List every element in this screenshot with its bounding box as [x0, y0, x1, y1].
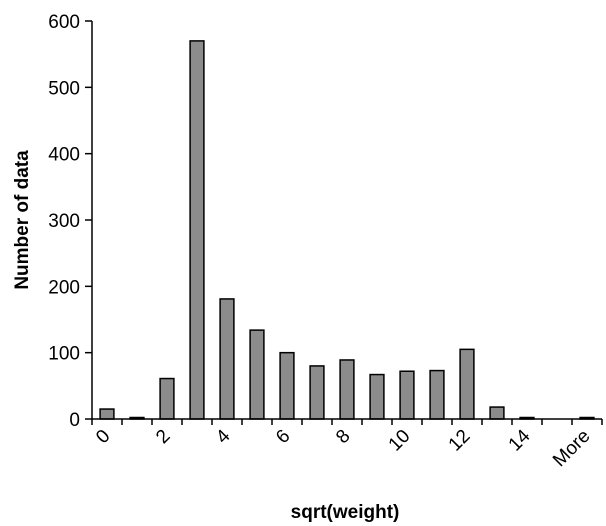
- bar-0: [99, 408, 115, 420]
- x-tick-label: 12: [445, 426, 475, 456]
- bar-12: [459, 348, 475, 420]
- plot-area: 0 100 200 300 400 500 600 0 2 4 6 8 10 12 14 More: [48, 12, 603, 471]
- x-tick-label: 8: [332, 426, 354, 448]
- x-axis-title: sqrt(weight): [291, 502, 400, 523]
- y-tick-label: 500: [48, 78, 80, 99]
- y-tick-label: 0: [69, 410, 80, 431]
- y-ticks-group: 0 100 200 300 400 500 600: [48, 12, 92, 431]
- y-tick-label: 600: [48, 12, 80, 33]
- x-tick-label: More: [549, 426, 594, 471]
- x-ticks-group: 0 2 4 6 8 10 12 14 More: [91, 419, 603, 471]
- bars-group: [99, 40, 595, 420]
- x-tick-label: 6: [272, 426, 294, 448]
- x-tick-label: 2: [152, 426, 174, 448]
- bar-3: [189, 40, 205, 420]
- bar-10: [399, 370, 415, 420]
- bar-9: [369, 373, 385, 420]
- y-tick-label: 300: [48, 211, 80, 232]
- x-tick-label: 14: [505, 425, 535, 455]
- x-tick-label: 0: [92, 426, 114, 448]
- y-tick-label: 400: [48, 145, 80, 166]
- bar-4: [219, 298, 235, 420]
- bar-6: [279, 351, 295, 420]
- bar-2: [159, 377, 175, 420]
- bar-7: [309, 365, 325, 420]
- y-tick-label: 100: [48, 344, 80, 365]
- bar-8: [339, 359, 355, 420]
- bar-5: [249, 329, 265, 420]
- bar-11: [429, 369, 445, 420]
- y-tick-label: 200: [48, 277, 80, 298]
- bar-13: [489, 406, 505, 420]
- x-tick-label: 4: [212, 425, 235, 448]
- x-tick-label: 10: [385, 426, 415, 456]
- y-axis-title: Number of data: [12, 150, 33, 290]
